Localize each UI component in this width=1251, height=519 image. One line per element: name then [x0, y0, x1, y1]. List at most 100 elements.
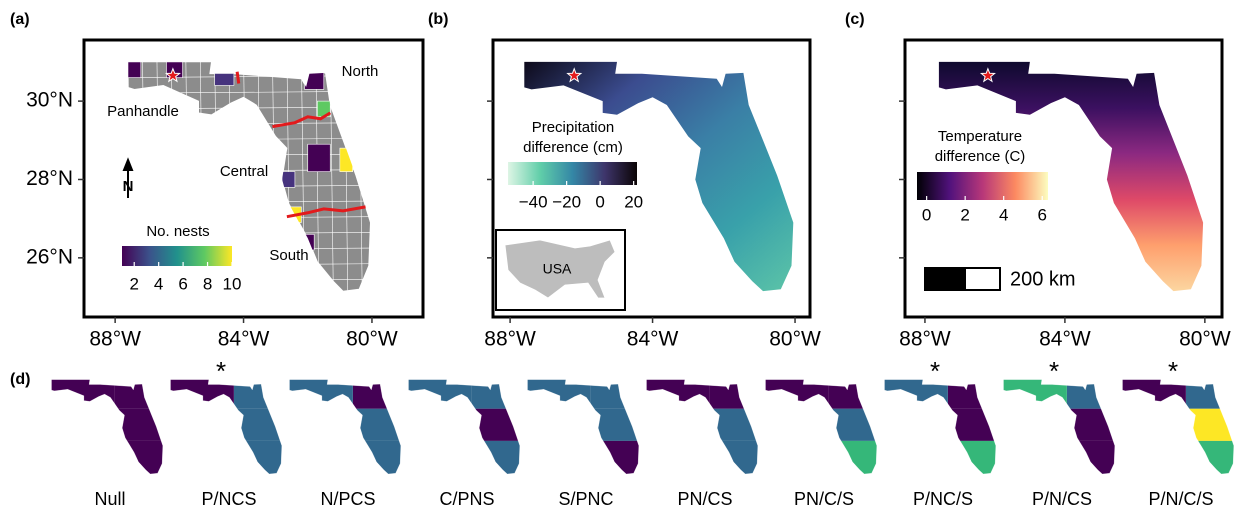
- model-map: [884, 379, 996, 474]
- colorbar-tick-label: 0: [922, 205, 931, 224]
- model-region: [646, 408, 758, 441]
- colorbar-tick-label: 0: [595, 192, 604, 211]
- model-map: [646, 379, 758, 474]
- model-map: [51, 379, 163, 474]
- model-region: [884, 408, 996, 441]
- model-map: [289, 379, 401, 474]
- model-region: [289, 440, 401, 474]
- model-label: Null: [94, 489, 125, 509]
- north-arrow: [122, 157, 134, 198]
- inset-label: USA: [543, 261, 572, 277]
- model-outline: [765, 379, 878, 475]
- colorbar-tick-label: 10: [223, 274, 242, 293]
- colorbar-tick-label: 20: [624, 192, 643, 211]
- model-outline: [646, 379, 759, 475]
- model-label: P/NC/S: [913, 489, 973, 509]
- model-region: [51, 379, 115, 420]
- x-tick-label: 80°W: [769, 328, 821, 351]
- county: [281, 171, 296, 188]
- county: [307, 143, 331, 172]
- model-region: [884, 440, 996, 474]
- model-label: C/PNS: [439, 489, 494, 509]
- colorbar-tick-label: 2: [960, 205, 969, 224]
- region-label: North: [342, 63, 379, 80]
- x-tick-label: 80°W: [1179, 328, 1231, 351]
- legend-title: difference (cm): [523, 139, 623, 156]
- model-region: [408, 408, 520, 441]
- model-region: [51, 408, 163, 441]
- model-mark: *: [930, 356, 940, 386]
- colorbar: [122, 246, 232, 266]
- map-frame: [491, 38, 812, 319]
- model-region: [408, 379, 472, 420]
- scale-bar: [964, 267, 1001, 291]
- x-tick-label: 88°W: [89, 328, 141, 351]
- model-mark: *: [216, 356, 226, 386]
- model-label: P/N/C/S: [1148, 489, 1213, 509]
- colorbar-tick-label: 6: [1037, 205, 1046, 224]
- model-outline: [289, 379, 402, 475]
- county: [304, 69, 325, 90]
- region-border: [286, 205, 366, 219]
- scale-bar: [924, 267, 966, 291]
- region-border: [235, 71, 241, 84]
- study-site: [164, 67, 181, 83]
- y-tick-label: 30°N: [26, 89, 73, 112]
- colorbar-tick-label: 4: [154, 274, 163, 293]
- model-region: [289, 408, 401, 441]
- colorbar-tick-label: 2: [129, 274, 138, 293]
- panel-tag: (d): [10, 371, 30, 388]
- county-line: [115, 295, 375, 297]
- panel-tag: (b): [428, 11, 448, 28]
- model-region: [1003, 408, 1115, 441]
- colorbar-tick-label: −40: [519, 192, 548, 211]
- model-region: [646, 440, 758, 474]
- model-label: N/PCS: [320, 489, 375, 509]
- model-map: [1122, 379, 1234, 474]
- model-mark: *: [1049, 356, 1059, 386]
- model-region: [170, 440, 282, 474]
- model-region: [527, 440, 639, 474]
- model-label: PN/C/S: [794, 489, 854, 509]
- model-region: [765, 379, 829, 420]
- model-region: [1122, 408, 1234, 441]
- study-site: [566, 67, 583, 83]
- county-line: [315, 61, 320, 292]
- model-outline: [527, 379, 640, 475]
- map-frame: [82, 38, 425, 319]
- model-label: PN/CS: [677, 489, 732, 509]
- x-tick-label: 80°W: [346, 328, 398, 351]
- county: [214, 69, 235, 86]
- model-region: [527, 379, 591, 420]
- model-label: P/NCS: [201, 489, 256, 509]
- model-outline: [1003, 379, 1116, 475]
- colorbar-tick-label: 6: [178, 274, 187, 293]
- model-map: [765, 379, 877, 474]
- model-map: [408, 379, 520, 474]
- model-outline: [1122, 379, 1235, 475]
- usa-map: [504, 239, 616, 299]
- x-tick-label: 84°W: [1039, 328, 1091, 351]
- model-region: [51, 440, 163, 474]
- y-tick-label: 28°N: [26, 167, 73, 190]
- county: [339, 147, 353, 172]
- legend-title: difference (C): [935, 148, 1026, 165]
- model-label: P/N/CS: [1032, 489, 1092, 509]
- model-map: [1003, 379, 1115, 474]
- model-mark: *: [1168, 356, 1178, 386]
- colorbar-tick-label: −20: [552, 192, 581, 211]
- model-outline: [51, 379, 164, 475]
- north-arrow-label: N: [123, 178, 134, 195]
- colorbar: [508, 162, 637, 185]
- model-region: [527, 408, 639, 441]
- region-label: Panhandle: [107, 103, 179, 120]
- colorbar: [917, 172, 1048, 200]
- model-outline: [884, 379, 997, 475]
- colorbar-tick-label: 4: [999, 205, 1008, 224]
- model-map: [170, 379, 282, 474]
- x-tick-label: 84°W: [218, 328, 270, 351]
- model-region: [1122, 440, 1234, 474]
- model-outline: [170, 379, 283, 475]
- model-region: [289, 379, 353, 420]
